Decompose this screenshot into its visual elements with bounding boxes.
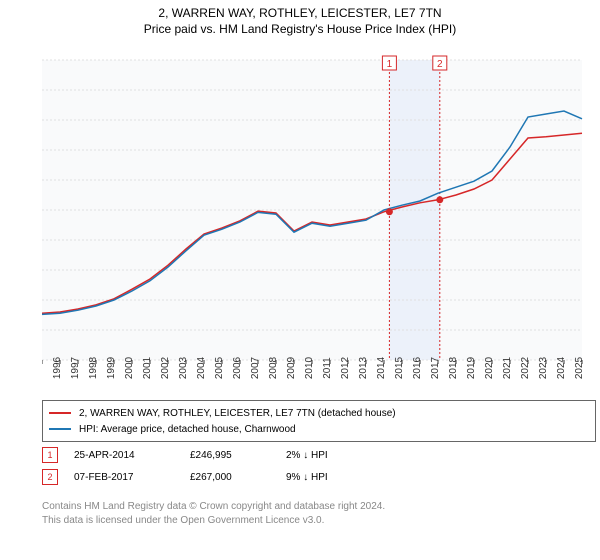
legend-label: HPI: Average price, detached house, Char… (79, 424, 296, 435)
sale-num: 2 (437, 59, 443, 70)
xtick-label: 2007 (250, 356, 261, 379)
sales-date: 07-FEB-2017 (74, 472, 174, 483)
sales-row: 2 07-FEB-2017 £267,000 9% ↓ HPI (42, 466, 366, 488)
xtick-label: 2017 (430, 356, 441, 379)
legend-label: 2, WARREN WAY, ROTHLEY, LEICESTER, LE7 7… (79, 408, 396, 419)
xtick-label: 2000 (124, 356, 135, 379)
xtick-label: 2014 (376, 356, 387, 379)
sales-price: £267,000 (190, 472, 270, 483)
xtick-label: 2024 (556, 356, 567, 379)
legend-swatch (49, 428, 71, 430)
sales-row: 1 25-APR-2014 £246,995 2% ↓ HPI (42, 444, 366, 466)
xtick-label: 2001 (142, 356, 153, 379)
sales-price: £246,995 (190, 450, 270, 461)
xtick-label: 2011 (322, 357, 333, 379)
xtick-label: 2006 (232, 356, 243, 379)
xtick-label: 2010 (304, 356, 315, 379)
xtick-label: 2021 (502, 356, 513, 379)
xtick-label: 1995 (42, 356, 45, 379)
chart-subtitle: Price paid vs. HM Land Registry's House … (0, 20, 600, 36)
xtick-label: 2008 (268, 356, 279, 379)
xtick-label: 1996 (52, 356, 63, 379)
xtick-label: 2009 (286, 356, 297, 379)
xtick-label: 2020 (484, 356, 495, 379)
sales-diff: 9% ↓ HPI (286, 472, 366, 483)
xtick-label: 1998 (88, 356, 99, 379)
chart-svg: £0£50K£100K£150K£200K£250K£300K£350K£400… (42, 50, 592, 390)
xtick-label: 1997 (70, 356, 81, 379)
legend: 2, WARREN WAY, ROTHLEY, LEICESTER, LE7 7… (42, 400, 596, 442)
sale-marker (436, 196, 443, 203)
xtick-label: 2003 (178, 356, 189, 379)
chart-container: 2, WARREN WAY, ROTHLEY, LEICESTER, LE7 7… (0, 0, 600, 560)
xtick-label: 2025 (574, 356, 585, 379)
sales-date: 25-APR-2014 (74, 450, 174, 461)
xtick-label: 2005 (214, 356, 225, 379)
xtick-label: 2013 (358, 356, 369, 379)
xtick-label: 2015 (394, 356, 405, 379)
sales-table: 1 25-APR-2014 £246,995 2% ↓ HPI 2 07-FEB-2017… (42, 444, 366, 488)
footer-line2: This data is licensed under the Open Gov… (42, 514, 385, 528)
sales-num-box: 2 (42, 469, 58, 485)
xtick-label: 2012 (340, 356, 351, 379)
chart-title: 2, WARREN WAY, ROTHLEY, LEICESTER, LE7 7… (0, 0, 600, 20)
xtick-label: 2019 (466, 356, 477, 379)
xtick-label: 2018 (448, 356, 459, 379)
sales-num-box: 1 (42, 447, 58, 463)
legend-row: HPI: Average price, detached house, Char… (49, 421, 589, 437)
footer-line1: Contains HM Land Registry data © Crown c… (42, 500, 385, 514)
xtick-label: 2004 (196, 356, 207, 379)
sale-marker (386, 208, 393, 215)
xtick-label: 2023 (538, 356, 549, 379)
footer: Contains HM Land Registry data © Crown c… (42, 500, 385, 528)
sales-diff: 2% ↓ HPI (286, 450, 366, 461)
legend-row: 2, WARREN WAY, ROTHLEY, LEICESTER, LE7 7… (49, 405, 589, 421)
xtick-label: 2022 (520, 356, 531, 379)
xtick-label: 1999 (106, 356, 117, 379)
xtick-label: 2016 (412, 356, 423, 379)
sale-num: 1 (387, 59, 393, 70)
xtick-label: 2002 (160, 356, 171, 379)
legend-swatch (49, 412, 71, 414)
